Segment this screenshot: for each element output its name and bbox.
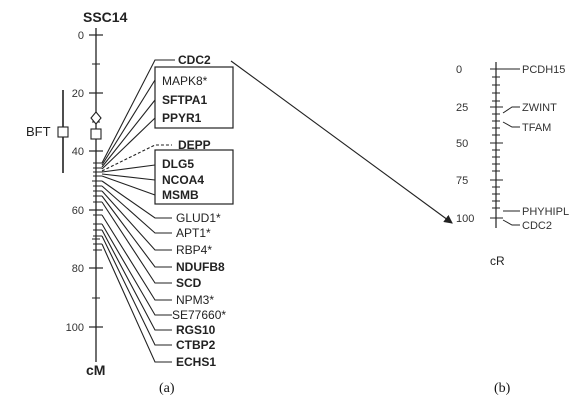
tick-labels: 0 20 40 60 80 100 bbox=[66, 30, 84, 334]
gene-group-box-2 bbox=[154, 149, 234, 205]
gene-label: SCD bbox=[176, 276, 202, 290]
gene-label: NPM3* bbox=[176, 293, 214, 307]
rh-gene-connectors bbox=[502, 68, 520, 226]
major-ticks bbox=[89, 34, 103, 328]
tick-label: 100 bbox=[66, 322, 84, 334]
bft-square-marker bbox=[57, 126, 69, 138]
rh-tick-label: 100 bbox=[456, 213, 474, 225]
gene-label: MSMB bbox=[162, 188, 199, 202]
rh-gene-label: TFAM bbox=[522, 122, 551, 134]
rh-gene-label: PHYHIPL bbox=[522, 206, 569, 218]
tick-label: 0 bbox=[78, 30, 84, 42]
gene-label: GLUD1* bbox=[176, 211, 221, 225]
rh-tick-label: 75 bbox=[456, 175, 468, 187]
tick-label: 60 bbox=[72, 205, 84, 217]
gene-label: NCOA4 bbox=[162, 173, 204, 187]
qtl-square-marker bbox=[90, 128, 102, 140]
gene-label: CTBP2 bbox=[176, 338, 216, 352]
gene-connectors bbox=[101, 59, 175, 363]
chromosome-unit-label: cM bbox=[86, 362, 105, 378]
cdc2-link-arrow bbox=[230, 60, 453, 224]
rh-gene-label: CDC2 bbox=[522, 220, 552, 232]
gene-label: ECHS1 bbox=[176, 355, 216, 369]
gene-label: MAPK8* bbox=[162, 74, 208, 88]
tick-label: 20 bbox=[72, 88, 84, 100]
gene-label: SFTPA1 bbox=[162, 93, 207, 107]
marker-ticks bbox=[93, 162, 102, 251]
gene-group-box-1 bbox=[154, 66, 234, 129]
panel-b-caption: (b) bbox=[494, 381, 511, 396]
gene-label: RBP4* bbox=[176, 243, 212, 257]
rh-gene-labels: PCDH15 ZWINT TFAM PHYHIPL CDC2 bbox=[522, 64, 569, 232]
rh-tick-label: 0 bbox=[456, 64, 462, 76]
gene-label: DEPP bbox=[178, 138, 211, 152]
rh-tick-label: 50 bbox=[456, 138, 468, 150]
gene-labels: CDC2 MAPK8* SFTPA1 PPYR1 DEPP DLG5 NCOA4… bbox=[162, 53, 226, 369]
gene-label: SE77660* bbox=[172, 308, 226, 322]
gene-label: RGS10 bbox=[176, 323, 216, 337]
bft-label: BFT bbox=[26, 124, 51, 139]
gene-label: DLG5 bbox=[162, 157, 194, 171]
panel-a-caption: (a) bbox=[159, 381, 175, 396]
gene-label: PPYR1 bbox=[162, 111, 202, 125]
gene-label: APT1* bbox=[176, 226, 211, 240]
chromosome-title: SSC14 bbox=[83, 9, 128, 25]
gene-label: CDC2 bbox=[178, 53, 211, 67]
rh-ticks bbox=[490, 68, 503, 219]
rh-tick-labels: 0 25 50 75 100 bbox=[456, 64, 474, 225]
rh-gene-label: ZWINT bbox=[522, 102, 557, 114]
rh-unit-label: cR bbox=[490, 254, 505, 268]
tick-label: 40 bbox=[72, 146, 84, 158]
tick-label: 80 bbox=[72, 263, 84, 275]
rh-gene-label: PCDH15 bbox=[522, 64, 565, 76]
rh-tick-label: 25 bbox=[456, 102, 468, 114]
gene-label: NDUFB8 bbox=[176, 260, 225, 274]
